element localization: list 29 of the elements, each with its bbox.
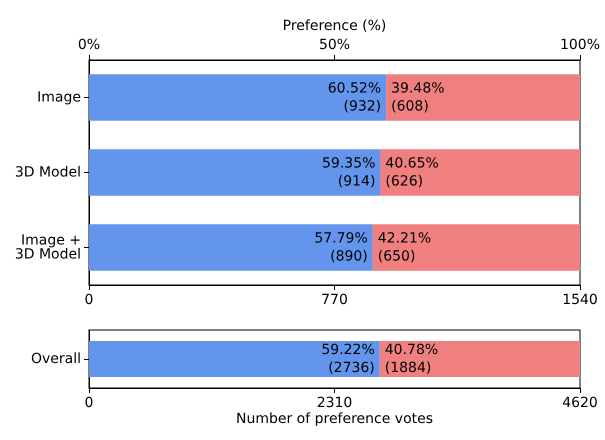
bar <box>89 224 373 271</box>
data-label: 59.35% (914) <box>322 156 376 190</box>
x2-axis-title: Preference (%) <box>282 18 386 34</box>
x-tick-label: 0 <box>84 395 94 411</box>
data-label: 57.79% (890) <box>314 230 368 264</box>
bar <box>89 149 380 196</box>
data-label: 59.22% (2736) <box>321 342 375 376</box>
x2-tick-label: 50% <box>318 37 350 53</box>
x-tick-label: 0 <box>84 292 94 308</box>
data-label: 39.48% (608) <box>391 80 445 114</box>
data-label: 40.65% (626) <box>385 156 439 190</box>
bar <box>380 149 580 196</box>
data-label: 40.78% (1884) <box>384 342 438 376</box>
data-label: 42.21% (650) <box>378 230 432 264</box>
y-tick-label: Image <box>37 90 81 106</box>
y-tick-label: Overall <box>30 351 81 367</box>
bar <box>89 74 386 121</box>
x-tick-label: 2310 <box>316 395 352 411</box>
y-tick-label: Image + 3D Model <box>14 232 81 262</box>
data-label: 60.52% (932) <box>328 80 382 114</box>
y-tick-label: 3D Model <box>14 164 81 180</box>
x-tick-label: 1540 <box>562 292 598 308</box>
bar <box>386 74 580 121</box>
x-tick-label: 4620 <box>562 395 598 411</box>
x2-tick-label: 100% <box>560 37 600 53</box>
x2-tick-label: 0% <box>78 37 100 53</box>
bar <box>372 224 580 271</box>
x-tick-label: 770 <box>321 292 348 308</box>
x-axis-title: Number of preference votes <box>236 411 434 427</box>
